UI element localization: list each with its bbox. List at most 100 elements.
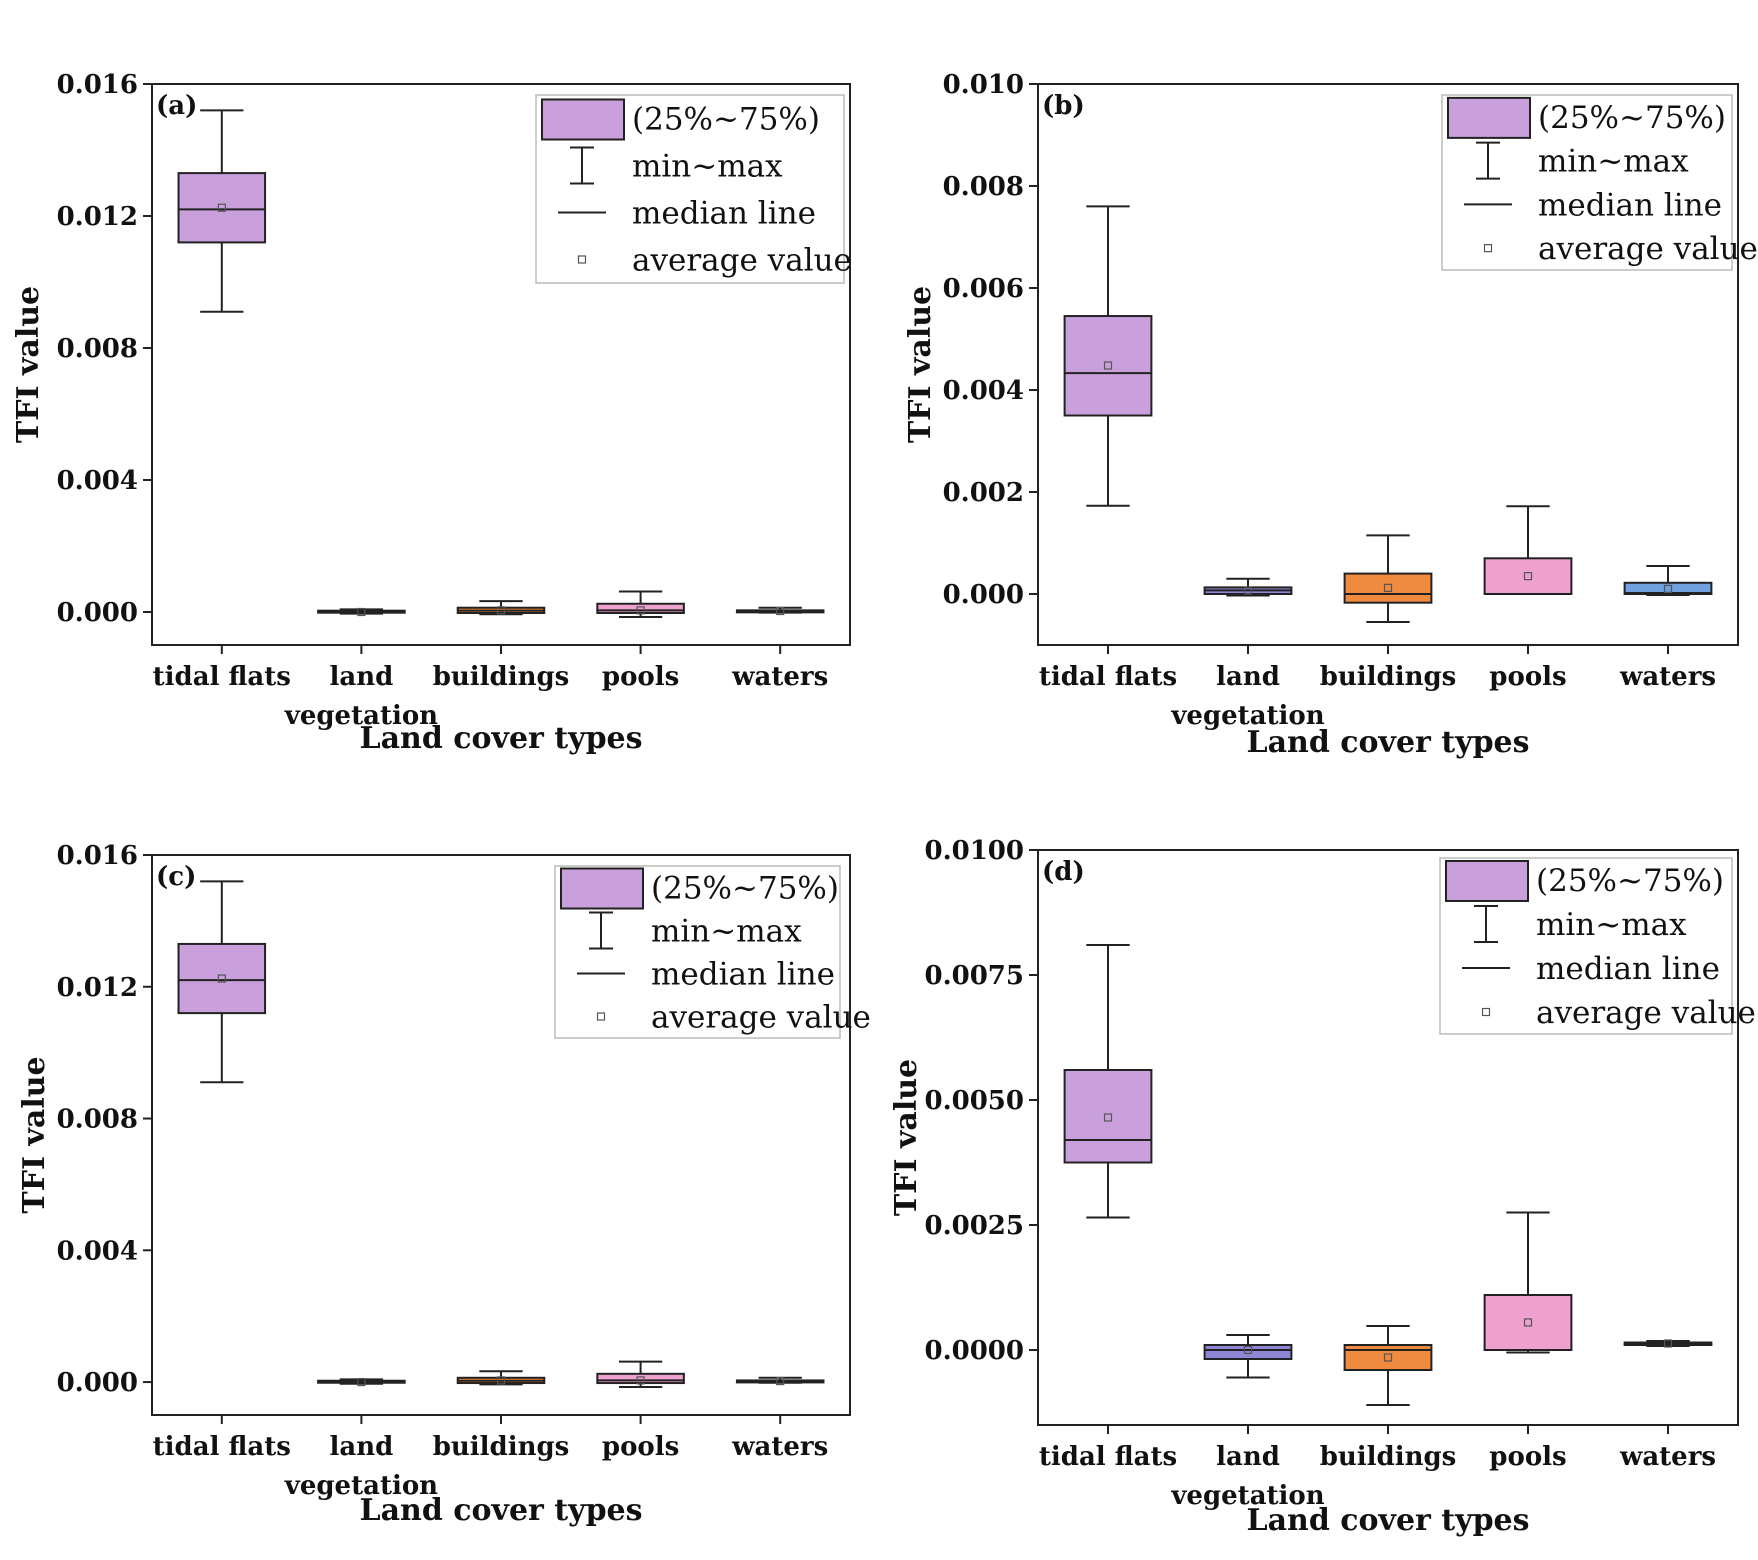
x-axis-title: Land cover types	[1246, 1503, 1529, 1538]
x-tick-label-line: tidal flats	[153, 1432, 291, 1462]
mean-marker	[776, 606, 785, 616]
chart-panel-d: (d) 0.0000 0.0025 0.0050 0.0075 0.0100 tidal f…	[889, 836, 1756, 1538]
legend-median-label: median line	[1538, 187, 1722, 223]
legend-median-label: median line	[651, 957, 835, 993]
x-axis-title: Land cover types	[359, 721, 642, 756]
y-axis-title: TFI value	[17, 1056, 52, 1213]
legend-mean-label: average value	[1536, 995, 1756, 1031]
chart-panel-b: (b) 0.000 0.002 0.004 0.006 0.008 0.010 tidal f…	[903, 70, 1758, 760]
mean-marker	[1383, 583, 1393, 592]
box-plot-tidal-flats	[1063, 205, 1153, 507]
legend-box-label: (25%~75%)	[632, 102, 820, 138]
y-tick-label: 0.006	[943, 274, 1024, 304]
iqr-box	[1483, 1294, 1573, 1351]
x-tick-label: buildings	[1320, 662, 1457, 692]
iqr-box	[1483, 557, 1573, 595]
x-tick-label-line: pools	[602, 1432, 679, 1462]
x-tick-label: waters	[1619, 662, 1716, 692]
x-tick-label: tidal flats	[1039, 1442, 1177, 1472]
x-tick-label: buildings	[1320, 1442, 1457, 1472]
y-axis-title: TFI value	[889, 1059, 924, 1216]
x-tick-label: tidal flats	[1039, 662, 1177, 692]
y-tick-label: 0.008	[57, 334, 138, 364]
y-tick-label: 0.004	[57, 1236, 138, 1266]
x-tick-label: land vegetation	[1170, 1442, 1324, 1511]
x-tick-label: tidal flats	[153, 1432, 291, 1462]
x-tick-label-line: pools	[1489, 662, 1566, 692]
x-tick-label: waters	[731, 1432, 828, 1462]
x-tick-label-line: vegetation	[284, 1471, 438, 1501]
x-tick-label: buildings	[433, 1432, 570, 1462]
box-plot-pools	[1483, 505, 1573, 595]
iqr-box	[1623, 581, 1713, 596]
legend-box-swatch	[560, 867, 644, 910]
x-tick-label-line: land	[1216, 1442, 1280, 1472]
iqr-box	[1063, 1069, 1153, 1164]
iqr-box	[1343, 1344, 1433, 1371]
mean-marker	[496, 606, 506, 615]
y-tick-label: 0.004	[943, 376, 1024, 406]
y-tick-label: 0.000	[57, 598, 138, 628]
y-tick-label: 0.0000	[924, 1336, 1024, 1366]
legend-mean-marker	[1481, 1007, 1491, 1017]
x-tick-label: waters	[1619, 1442, 1716, 1472]
y-axis-title: TFI value	[903, 286, 938, 443]
legend-mean-label: average value	[1538, 231, 1758, 267]
iqr-box	[1203, 1344, 1293, 1360]
x-tick-label: pools	[1489, 662, 1566, 692]
iqr-box	[1063, 315, 1153, 417]
box-plot-land-vegetation	[317, 607, 406, 617]
box-plot-land-vegetation	[1203, 577, 1293, 597]
mean-marker	[1383, 1353, 1393, 1362]
mean-marker	[1243, 586, 1253, 595]
mean-marker	[496, 1376, 506, 1385]
box-plot-waters	[1623, 1339, 1713, 1348]
y-tick-label: 0.002	[943, 478, 1024, 508]
x-tick-label-line: tidal flats	[153, 662, 291, 692]
x-tick-label-line: vegetation	[1170, 701, 1324, 731]
mean-marker	[776, 1376, 785, 1386]
mean-marker	[1243, 1345, 1253, 1355]
box-plot-pools	[1483, 1211, 1573, 1354]
x-tick-label-line: pools	[602, 662, 679, 692]
mean-marker	[357, 1377, 366, 1387]
legend-whisker-label: min~max	[632, 149, 783, 185]
box-plot-waters	[735, 1376, 825, 1386]
legend-box-label: (25%~75%)	[1536, 863, 1724, 899]
x-tick-label-line: land	[1216, 662, 1280, 692]
iqr-box	[1343, 572, 1433, 604]
box-plot-tidal-flats	[177, 109, 267, 313]
y-axis-title: TFI value	[11, 286, 46, 443]
legend-whisker-label: min~max	[1536, 907, 1687, 943]
panel-label: (d)	[1042, 857, 1085, 887]
box-plot-land-vegetation	[317, 1377, 406, 1387]
legend: (25%~75%) min~max median line average value	[554, 865, 871, 1039]
x-tick-label-line: vegetation	[284, 701, 438, 731]
x-tick-label: land vegetation	[284, 1432, 438, 1501]
box-plot-waters	[1623, 564, 1713, 597]
legend-median-label: median line	[1536, 951, 1720, 987]
legend-mean-marker	[1483, 244, 1493, 253]
y-tick-label: 0.000	[57, 1368, 138, 1398]
mean-marker	[1663, 584, 1673, 594]
legend-mean-label: average value	[632, 243, 852, 279]
legend-mean-label: average value	[651, 1000, 871, 1036]
legend: (25%~75%) min~max median line average value	[1441, 94, 1758, 271]
x-tick-label-line: buildings	[1320, 662, 1457, 692]
legend-whisker-label: min~max	[651, 914, 802, 950]
legend-box-swatch	[541, 98, 625, 141]
panel-label: (b)	[1042, 91, 1085, 121]
x-tick-label-line: buildings	[1320, 1442, 1457, 1472]
x-tick-label: tidal flats	[153, 662, 291, 692]
x-tick-label-line: tidal flats	[1039, 662, 1177, 692]
mean-marker	[636, 606, 645, 615]
legend-box-swatch	[1445, 860, 1529, 902]
x-tick-label: pools	[1489, 1442, 1566, 1472]
mean-marker	[1103, 361, 1113, 370]
legend: (25%~75%) min~max median line average value	[1439, 857, 1756, 1035]
box-plot-buildings	[1343, 534, 1433, 624]
x-tick-label-line: waters	[731, 1432, 828, 1462]
y-tick-label: 0.0100	[924, 836, 1024, 866]
x-tick-label-line: land	[329, 1432, 393, 1462]
